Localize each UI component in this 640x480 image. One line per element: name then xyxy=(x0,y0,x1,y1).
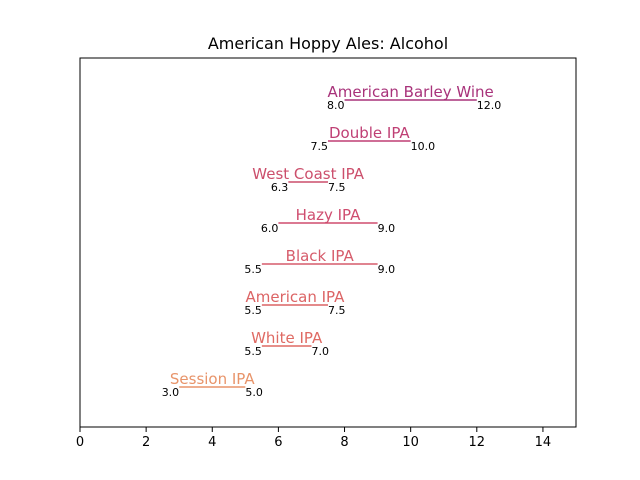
range-low-label: 6.3 xyxy=(271,181,289,194)
x-tick-label: 0 xyxy=(76,435,84,450)
x-tick-label: 14 xyxy=(535,435,552,450)
x-tick-label: 6 xyxy=(274,435,282,450)
x-tick-label: 2 xyxy=(142,435,150,450)
range-high-label: 9.0 xyxy=(378,222,396,235)
range-name-label: American IPA xyxy=(245,288,345,306)
x-tick-label: 4 xyxy=(208,435,216,450)
range-name-label: Session IPA xyxy=(170,370,256,388)
range-low-label: 8.0 xyxy=(327,99,345,112)
range-item: Hazy IPA 6.0 9.0 xyxy=(261,206,395,235)
range-name-label: Hazy IPA xyxy=(296,206,361,224)
range-high-label: 10.0 xyxy=(411,140,436,153)
range-low-label: 5.5 xyxy=(244,263,262,276)
range-high-label: 9.0 xyxy=(378,263,396,276)
range-name-label: White IPA xyxy=(251,329,323,347)
x-tick-label: 12 xyxy=(469,435,486,450)
range-high-label: 7.5 xyxy=(328,181,346,194)
range-high-label: 12.0 xyxy=(477,99,502,112)
x-tick-label: 8 xyxy=(340,435,348,450)
range-name-label: West Coast IPA xyxy=(252,165,364,183)
range-name-label: Black IPA xyxy=(286,247,355,265)
range-high-label: 7.0 xyxy=(311,345,329,358)
range-low-label: 7.5 xyxy=(311,140,329,153)
plot-frame xyxy=(79,57,577,428)
range-low-label: 5.5 xyxy=(244,345,262,358)
range-name-label: Double IPA xyxy=(329,124,410,142)
range-low-label: 6.0 xyxy=(261,222,279,235)
range-high-label: 5.0 xyxy=(245,386,262,399)
range-low-label: 5.5 xyxy=(244,304,262,317)
x-tick-label: 10 xyxy=(402,435,419,450)
range-low-label: 3.0 xyxy=(162,386,180,399)
chart-title: American Hoppy Ales: Alcohol xyxy=(208,34,448,53)
range-item: Black IPA 5.5 9.0 xyxy=(244,247,395,276)
range-name-label: American Barley Wine xyxy=(328,83,494,101)
x-axis: 0 2 4 6 8 10 12 14 xyxy=(76,427,551,450)
range-high-label: 7.5 xyxy=(328,304,346,317)
